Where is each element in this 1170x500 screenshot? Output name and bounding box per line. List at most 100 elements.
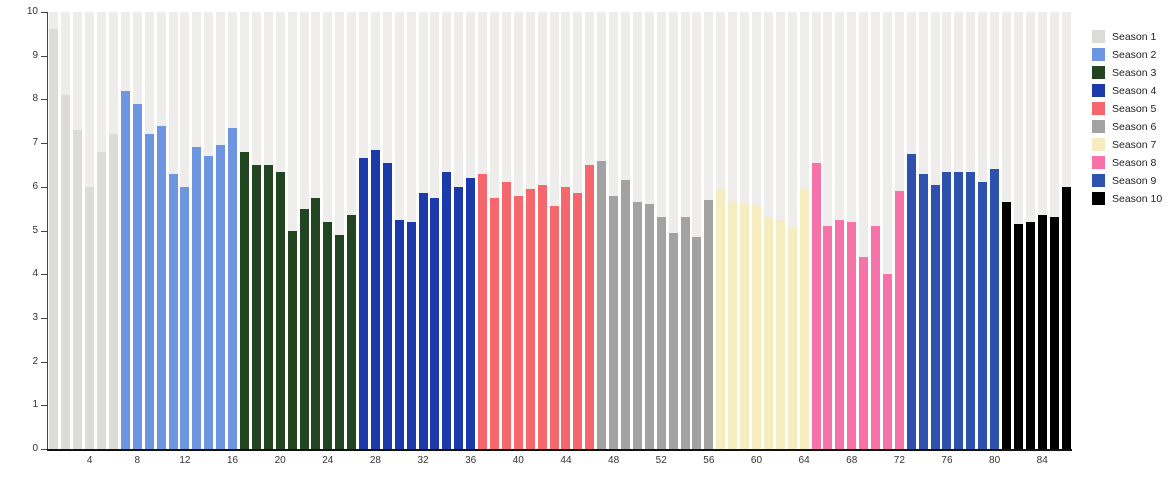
legend-item-season-10[interactable]: Season 10	[1092, 192, 1162, 205]
legend-item-season-5[interactable]: Season 5	[1092, 102, 1162, 115]
episode-bar-s4-e29[interactable]	[382, 162, 392, 449]
episode-bar-s6-e47[interactable]	[597, 160, 607, 449]
episode-bar-s2-e12[interactable]	[180, 186, 190, 449]
episode-bar-s2-e11[interactable]	[168, 173, 178, 449]
episode-bar-s5-e40[interactable]	[513, 195, 523, 449]
episode-bar-s7-e61[interactable]	[763, 217, 773, 449]
episode-bar-s2-e10[interactable]	[156, 125, 166, 449]
episode-bar-s3-e19[interactable]	[263, 164, 273, 449]
legend-item-season-7[interactable]: Season 7	[1092, 138, 1162, 151]
episode-bar-s2-e8[interactable]	[132, 103, 142, 449]
legend-item-season-2[interactable]: Season 2	[1092, 48, 1162, 61]
episode-bar-s5-e39[interactable]	[501, 182, 511, 449]
episode-bar-s8-e71[interactable]	[882, 274, 892, 449]
episode-bar-s9-e75[interactable]	[930, 184, 940, 449]
episode-bar-s7-e63[interactable]	[787, 228, 797, 449]
episode-bar-s9-e80[interactable]	[990, 169, 1000, 449]
episode-bar-s4-e27[interactable]	[359, 158, 369, 449]
episode-bar-s5-e45[interactable]	[573, 193, 583, 449]
episode-bar-s6-e56[interactable]	[704, 199, 714, 449]
episode-bar-s5-e46[interactable]	[585, 164, 595, 449]
legend-item-season-9[interactable]: Season 9	[1092, 174, 1162, 187]
episode-bar-s2-e13[interactable]	[192, 147, 202, 449]
legend-item-season-3[interactable]: Season 3	[1092, 66, 1162, 79]
episode-bar-s7-e59[interactable]	[740, 204, 750, 449]
episode-bar-s10-e84[interactable]	[1037, 215, 1047, 449]
episode-bar-s4-e32[interactable]	[418, 193, 428, 449]
episode-bar-s8-e69[interactable]	[859, 256, 869, 449]
episode-bar-s7-e60[interactable]	[751, 206, 761, 449]
episode-bar-s6-e55[interactable]	[692, 237, 702, 449]
episode-bar-s3-e24[interactable]	[323, 221, 333, 449]
episode-bar-s3-e18[interactable]	[251, 164, 261, 449]
episode-bar-s3-e17[interactable]	[239, 151, 249, 449]
legend-item-season-4[interactable]: Season 4	[1092, 84, 1162, 97]
episode-bar-s9-e74[interactable]	[918, 173, 928, 449]
episode-bar-s7-e62[interactable]	[775, 219, 785, 449]
legend-item-season-8[interactable]: Season 8	[1092, 156, 1162, 169]
episode-bar-s4-e28[interactable]	[370, 149, 380, 449]
episode-bar-s1-e5[interactable]	[97, 151, 107, 449]
episode-bar-s7-e64[interactable]	[799, 188, 809, 449]
episode-bar-s6-e48[interactable]	[609, 195, 619, 449]
episode-bar-s2-e14[interactable]	[204, 156, 214, 449]
legend-item-season-1[interactable]: Season 1	[1092, 30, 1162, 43]
episode-bar-s6-e51[interactable]	[644, 204, 654, 449]
episode-bar-s4-e30[interactable]	[394, 219, 404, 449]
episode-bar-s8-e66[interactable]	[823, 226, 833, 449]
episode-bar-s10-e86[interactable]	[1061, 186, 1071, 449]
episode-bar-s3-e23[interactable]	[311, 197, 321, 449]
episode-bar-s10-e83[interactable]	[1025, 221, 1035, 449]
episode-bar-s5-e41[interactable]	[525, 188, 535, 449]
episode-bar-s3-e26[interactable]	[347, 215, 357, 449]
legend-item-season-6[interactable]: Season 6	[1092, 120, 1162, 133]
episode-bar-s2-e9[interactable]	[144, 134, 154, 449]
episode-bar-s2-e7[interactable]	[120, 90, 130, 449]
episode-bar-s5-e43[interactable]	[549, 206, 559, 449]
episode-bar-s3-e21[interactable]	[287, 230, 297, 449]
episode-bar-s8-e65[interactable]	[811, 162, 821, 449]
episode-bar-s9-e78[interactable]	[966, 171, 976, 449]
y-tick-mark	[41, 317, 47, 319]
episode-bar-s8-e70[interactable]	[871, 226, 881, 449]
episode-bar-s1-e2[interactable]	[61, 95, 71, 449]
episode-bar-s1-e6[interactable]	[108, 134, 118, 449]
episode-bar-s1-e1[interactable]	[49, 29, 59, 449]
episode-bar-s1-e3[interactable]	[73, 129, 83, 449]
episode-bar-s6-e50[interactable]	[632, 202, 642, 449]
episode-bar-s8-e67[interactable]	[835, 219, 845, 449]
episode-bar-s3-e22[interactable]	[299, 208, 309, 449]
episode-bar-s6-e52[interactable]	[656, 217, 666, 449]
x-tick-label: 68	[846, 455, 858, 466]
episode-bar-s3-e20[interactable]	[275, 171, 285, 449]
episode-bar-s4-e35[interactable]	[454, 186, 464, 449]
episode-bar-s3-e25[interactable]	[335, 234, 345, 449]
episode-bar-s5-e38[interactable]	[490, 197, 499, 449]
episode-bar-s4-e31[interactable]	[406, 221, 416, 449]
episode-bar-s9-e79[interactable]	[978, 182, 988, 449]
episode-bar-s2-e16[interactable]	[228, 127, 238, 449]
episode-bar-s8-e72[interactable]	[894, 191, 904, 449]
episode-bar-s6-e54[interactable]	[680, 217, 690, 449]
episode-bar-s7-e58[interactable]	[728, 202, 738, 449]
episode-bar-s5-e42[interactable]	[537, 184, 547, 449]
episode-bar-s4-e33[interactable]	[430, 197, 440, 449]
episode-bar-s7-e57[interactable]	[716, 188, 726, 449]
episode-bar-s5-e37[interactable]	[478, 173, 488, 449]
episode-bar-s4-e36[interactable]	[466, 178, 476, 449]
episode-bar-s10-e81[interactable]	[1002, 202, 1011, 449]
episode-bar-s10-e82[interactable]	[1013, 223, 1023, 449]
episode-bar-s6-e49[interactable]	[620, 180, 630, 449]
episode-bar-s4-e34[interactable]	[442, 171, 452, 449]
episode-bar-s9-e77[interactable]	[954, 171, 964, 449]
episode-bar-s9-e73[interactable]	[906, 154, 916, 449]
y-tick-label: 0	[32, 443, 38, 454]
episode-bar-s10-e85[interactable]	[1049, 217, 1059, 449]
episode-bar-s6-e53[interactable]	[668, 232, 678, 449]
episode-bar-s9-e76[interactable]	[942, 171, 952, 449]
episode-bar-s5-e44[interactable]	[561, 186, 571, 449]
episode-bar-s8-e68[interactable]	[847, 221, 857, 449]
episode-bar-s1-e4[interactable]	[85, 186, 95, 449]
legend-swatch	[1092, 102, 1105, 115]
episode-bar-s2-e15[interactable]	[216, 145, 226, 449]
